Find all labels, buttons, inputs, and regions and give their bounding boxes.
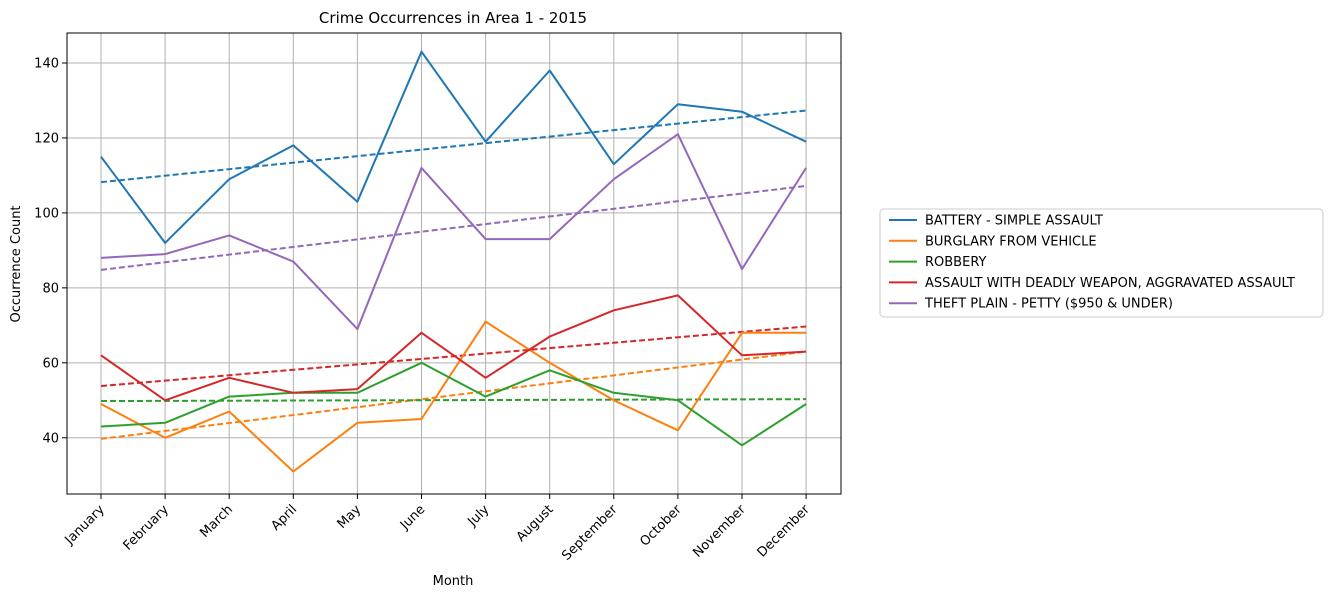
y-axis-ticks: 40 60 80 100 120 140 [34, 56, 67, 446]
series-line [100, 361, 807, 447]
trend-line [100, 184, 807, 271]
x-tick-label: March [197, 502, 236, 541]
trend-line [100, 398, 807, 403]
x-tick-label: February [121, 502, 173, 554]
x-tick-label: July [465, 502, 493, 530]
legend-label: ROBBERY [925, 255, 987, 270]
series-line [100, 294, 807, 402]
x-tick-label: September [559, 502, 621, 564]
y-tick-label: 140 [34, 56, 59, 71]
legend-label: ASSAULT WITH DEADLY WEAPON, AGGRAVATED A… [925, 276, 1295, 291]
y-tick-label: 60 [42, 356, 59, 371]
x-tick-label: November [690, 502, 749, 561]
x-tick-label: January [62, 502, 108, 548]
y-axis-label: Occurrence Count [9, 205, 24, 322]
trend-line [100, 350, 807, 440]
series-line [100, 133, 807, 331]
x-axis-ticks: January February March April May June July Augu… [62, 494, 814, 564]
series-lines [100, 50, 807, 473]
y-tick-label: 120 [34, 131, 59, 146]
x-tick-label: April [269, 502, 301, 534]
x-axis-label: Month [433, 574, 474, 589]
y-tick-label: 100 [34, 206, 59, 221]
x-tick-label: August [514, 502, 557, 545]
plot-frame [66, 32, 842, 495]
x-tick-label: May [335, 502, 365, 532]
x-tick-label: December [755, 502, 814, 561]
y-tick-label: 40 [42, 431, 59, 446]
x-tick-label: October [637, 502, 685, 550]
series-line [100, 50, 807, 244]
grid [67, 33, 841, 494]
legend-label: THEFT PLAIN - PETTY ($950 & UNDER) [924, 297, 1173, 312]
y-tick-label: 80 [42, 281, 59, 296]
legend-label: BURGLARY FROM VEHICLE [925, 234, 1097, 249]
legend-box [879, 208, 1324, 318]
trend-line [100, 109, 807, 184]
chart-title: Crime Occurrences in Area 1 - 2015 [319, 9, 587, 27]
series-line [100, 320, 807, 473]
x-tick-label: June [397, 502, 428, 533]
legend: BATTERY - SIMPLE ASSAULT BURGLARY FROM VE… [879, 208, 1324, 318]
legend-label: BATTERY - SIMPLE ASSAULT [925, 214, 1103, 229]
